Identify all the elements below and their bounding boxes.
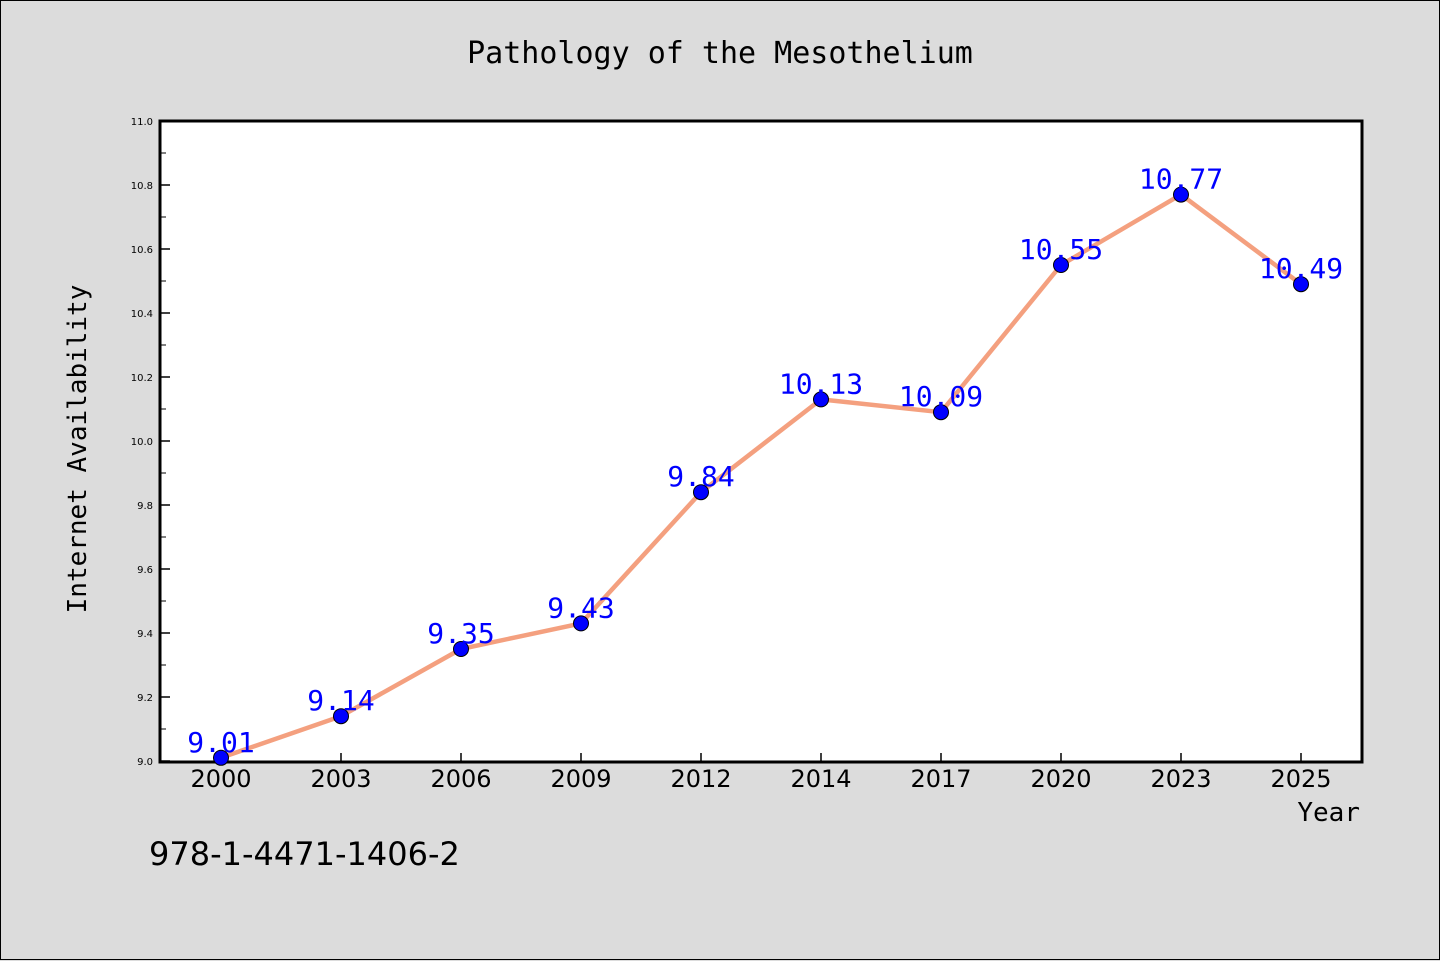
data-label-layer: 9.01 9.14 9.35 9.43 9.84 10.13 10.09 10.55 10.77…	[187, 163, 1343, 759]
y-tick-label: 9.4	[137, 629, 153, 640]
data-point	[333, 708, 349, 725]
chart-title: Pathology of the Mesothelium	[467, 36, 973, 71]
data-label: 10.55	[1019, 233, 1103, 266]
y-tick-label: 10.2	[131, 373, 153, 384]
x-tick-label: 2012	[670, 765, 731, 793]
data-label: 9.14	[307, 684, 374, 717]
data-point	[1293, 276, 1309, 293]
y-tick-label: 10.8	[131, 181, 153, 192]
data-label: 9.01	[187, 726, 254, 759]
y-tick-label: 9.0	[137, 757, 153, 768]
y-axis: 9.0 9.2 9.4 9.6 9.8 10.0 10.2 10.4 10.6 10.8 11.0	[131, 117, 170, 768]
data-point	[933, 404, 949, 421]
y-tick-label: 9.2	[137, 693, 153, 704]
x-tick-label: 2003	[310, 765, 371, 793]
data-label: 9.43	[547, 591, 614, 624]
x-tick-label: 2017	[910, 765, 971, 793]
data-point	[453, 641, 469, 657]
x-tick-label: 2025	[1270, 765, 1331, 793]
data-label: 9.35	[427, 617, 494, 650]
x-tick-label: 2014	[790, 765, 851, 793]
data-label: 9.84	[667, 460, 734, 493]
y-tick-label: 11.0	[131, 117, 153, 128]
isbn-text: 978-1-4471-1406-2	[149, 835, 460, 873]
y-tick-label: 9.6	[137, 565, 153, 576]
y-tick-label: 10.4	[131, 309, 153, 320]
data-label: 10.09	[899, 380, 983, 413]
data-label: 10.49	[1259, 252, 1343, 285]
data-point	[813, 391, 829, 408]
data-label: 10.77	[1139, 163, 1223, 196]
x-tick-label: 2009	[550, 765, 611, 793]
x-tick-label: 2020	[1030, 765, 1091, 793]
x-tick-label: 2006	[430, 765, 491, 793]
data-point	[1173, 186, 1189, 203]
y-tick-label: 10.0	[131, 437, 153, 448]
y-axis-label: Internet Availability	[63, 285, 93, 614]
x-axis: 2000 2003 2006 2009 2012 2014 2017 2020 2023 2025	[190, 753, 1332, 793]
series-layer	[213, 186, 1309, 766]
x-axis-label: Year	[1297, 798, 1360, 828]
data-point	[213, 749, 229, 766]
y-tick-label: 9.8	[137, 501, 153, 512]
data-point	[573, 615, 589, 632]
y-tick-label: 10.6	[131, 245, 153, 256]
data-point	[693, 484, 709, 501]
series-line	[218, 192, 1304, 761]
x-tick-label: 2023	[1150, 765, 1211, 793]
plot-area	[158, 119, 1364, 764]
x-tick-label: 2000	[190, 765, 251, 793]
data-label: 10.13	[779, 367, 863, 400]
data-point	[1053, 257, 1069, 273]
